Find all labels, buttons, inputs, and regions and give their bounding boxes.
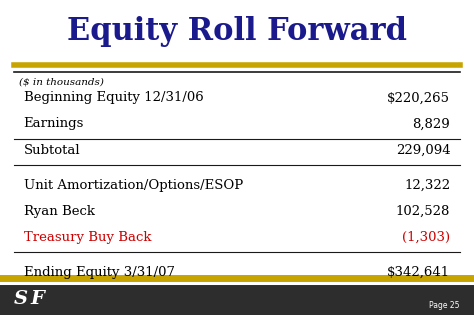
Text: Page 25: Page 25 <box>429 301 460 310</box>
Text: 229,094: 229,094 <box>396 144 450 157</box>
Text: Earnings: Earnings <box>24 117 84 130</box>
Text: S: S <box>14 290 28 308</box>
Text: 102,528: 102,528 <box>396 205 450 218</box>
Bar <box>0 286 474 315</box>
Text: $342,641: $342,641 <box>387 266 450 279</box>
Text: Beginning Equity 12/31/06: Beginning Equity 12/31/06 <box>24 91 203 104</box>
Text: $220,265: $220,265 <box>387 91 450 104</box>
Text: Ending Equity 3/31/07: Ending Equity 3/31/07 <box>24 266 175 279</box>
Text: Subtotal: Subtotal <box>24 144 80 157</box>
Text: 12,322: 12,322 <box>404 179 450 192</box>
Text: ($ in thousands): ($ in thousands) <box>19 77 104 86</box>
Text: Treasury Buy Back: Treasury Buy Back <box>24 231 151 244</box>
Text: F: F <box>31 290 45 308</box>
Text: 8,829: 8,829 <box>412 117 450 130</box>
Text: Equity Roll Forward: Equity Roll Forward <box>67 16 407 47</box>
Text: (1,303): (1,303) <box>402 231 450 244</box>
Text: Unit Amortization/Options/ESOP: Unit Amortization/Options/ESOP <box>24 179 243 192</box>
Text: Ryan Beck: Ryan Beck <box>24 205 95 218</box>
